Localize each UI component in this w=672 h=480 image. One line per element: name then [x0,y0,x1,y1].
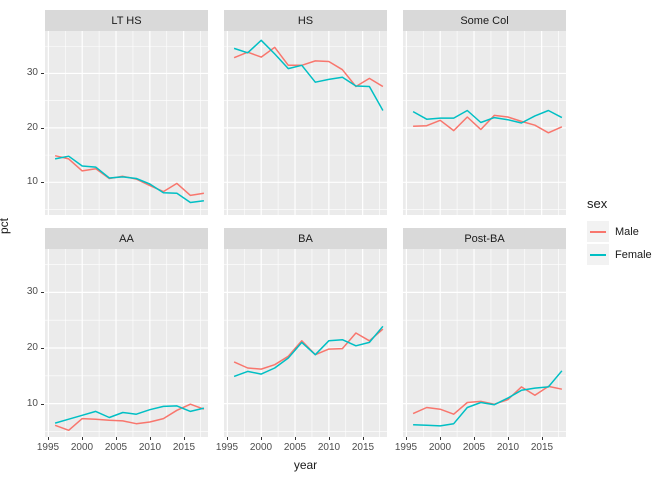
panel-svg [224,31,387,215]
x-tick-mark [329,437,330,440]
line-male-some-col [413,114,563,134]
x-tick-label: 2010 [138,442,162,453]
x-tick-mark [48,437,49,440]
male-line-swatch-icon [590,230,606,233]
facet-strip-post-ba: Post-BA [403,228,566,249]
x-tick-label: 2000 [70,442,94,453]
legend-label-male: Male [615,225,639,238]
facet-strip-hs: HS [224,10,387,31]
y-tick-mark [41,292,44,293]
x-tick-mark [474,437,475,440]
legend-title: sex [587,196,608,211]
x-tick-mark [261,437,262,440]
x-tick-label: 2000 [428,442,452,453]
panel-svg [224,249,387,437]
x-tick-label: 2005 [462,442,486,453]
legend-key-female [587,244,609,265]
legend-item-male: Male [587,220,652,243]
x-tick-mark [295,437,296,440]
x-tick-label: 1995 [394,442,418,453]
y-tick-mark [41,128,44,129]
x-tick-label: 2015 [172,442,196,453]
legend-item-female: Female [587,243,652,266]
line-male-hs [233,46,384,88]
y-tick-mark [41,182,44,183]
line-female-post-ba [413,370,563,427]
facet-strip-lt-hs: LT HS [45,10,208,31]
y-tick-label: 30 [26,286,38,297]
facet-panel-aa [45,249,208,437]
x-tick-mark [227,437,228,440]
facet-panel-ba [224,249,387,437]
legend-label-female: Female [615,248,652,261]
panel-svg [45,249,208,437]
line-female-some-col [412,109,563,124]
x-tick-mark [406,437,407,440]
facet-strip-aa: AA [45,228,208,249]
facet-strip-some-col: Some Col [403,10,566,31]
facet-strip-ba: BA [224,228,387,249]
y-tick-mark [41,73,44,74]
x-tick-mark [116,437,117,440]
y-tick-label: 10 [26,398,38,409]
facet-panel-hs [224,31,387,215]
y-tick-mark [41,404,44,405]
y-tick-label: 10 [26,176,38,187]
facet-panel-lt-hs [45,31,208,215]
x-tick-mark [363,437,364,440]
panel-svg [45,31,208,215]
x-tick-label: 2015 [351,442,375,453]
line-female-aa [54,405,205,424]
panel-svg [403,31,566,215]
y-tick-label: 20 [26,122,38,133]
line-female-hs [233,39,384,111]
panel-svg [403,249,566,437]
x-tick-label: 2015 [530,442,554,453]
y-axis-title: pct [0,217,11,234]
x-tick-mark [184,437,185,440]
y-tick-label: 20 [26,342,38,353]
x-axis-title: year [293,458,318,472]
facet-panel-post-ba [403,249,566,437]
x-tick-label: 2010 [496,442,520,453]
x-tick-label: 2010 [317,442,341,453]
x-tick-label: 1995 [36,442,60,453]
x-tick-mark [150,437,151,440]
x-tick-label: 2005 [104,442,128,453]
x-tick-label: 1995 [215,442,239,453]
facet-panel-some-col [403,31,566,215]
x-tick-label: 2005 [283,442,307,453]
line-female-lt-hs [54,155,204,204]
line-female-ba [233,325,384,378]
x-tick-mark [542,437,543,440]
x-tick-label: 2000 [249,442,273,453]
line-male-aa [54,403,205,432]
female-line-swatch-icon [590,253,606,256]
y-tick-mark [41,348,44,349]
x-tick-mark [82,437,83,440]
x-tick-mark [508,437,509,440]
x-tick-mark [440,437,441,440]
line-male-post-ba [412,385,563,415]
y-tick-label: 30 [26,67,38,78]
legend: sex Male Female [587,196,652,266]
legend-key-male [587,221,609,242]
